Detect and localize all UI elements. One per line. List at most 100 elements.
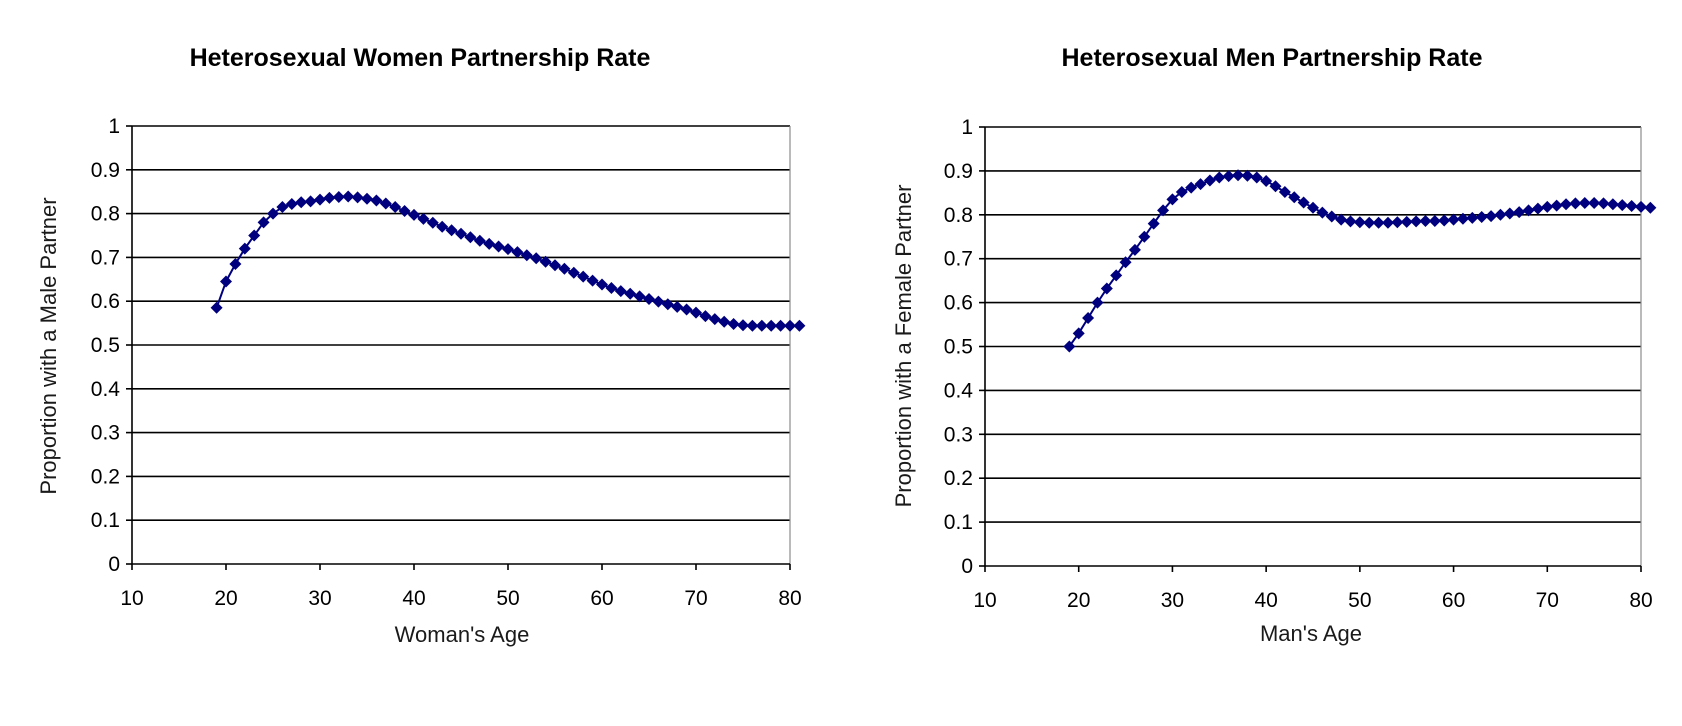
y-tick-label: 0.8 xyxy=(944,204,973,227)
data-point-marker xyxy=(1372,216,1385,229)
data-point-marker xyxy=(257,216,270,229)
y-tick-label: 0.2 xyxy=(91,465,120,488)
data-point-marker xyxy=(417,212,430,225)
data-point-marker xyxy=(1147,217,1160,230)
x-tick-label: 10 xyxy=(120,587,143,610)
tick-labels: 0 0.1 0.2 0.3 0.4 0.5 0.6 0.7 0.8 0.9 1 10 20 30 40 50 6… xyxy=(91,115,802,610)
data-point-marker xyxy=(737,319,749,332)
data-point-marker xyxy=(1232,169,1245,182)
gridlines xyxy=(132,125,790,522)
data-point-marker xyxy=(530,252,543,265)
data-point-marker xyxy=(596,278,608,291)
data-point-marker xyxy=(248,229,261,242)
y-tick-label: 0.4 xyxy=(91,378,121,401)
data-point-marker xyxy=(774,319,787,332)
data-point-marker xyxy=(1297,196,1310,209)
data-point-marker xyxy=(1222,170,1235,183)
y-tick-label: 0.3 xyxy=(944,423,973,446)
x-tick-label: 20 xyxy=(1067,589,1090,612)
data-point-marker xyxy=(1531,202,1544,215)
data-point-marker xyxy=(1185,181,1198,194)
x-tick-label: 60 xyxy=(1442,589,1465,612)
data-point-marker xyxy=(1410,215,1423,228)
data-point-marker xyxy=(1494,208,1507,221)
y-axis-label: Proportion with a Female Partner xyxy=(891,185,916,508)
data-point-marker xyxy=(1175,185,1188,198)
data-point-marker xyxy=(1456,212,1469,225)
data-point-marker xyxy=(1138,230,1151,243)
data-point-marker xyxy=(464,231,477,244)
data-point-marker xyxy=(1082,311,1095,324)
y-tick-label: 0.9 xyxy=(944,160,973,183)
y-tick-label: 0.7 xyxy=(944,248,973,271)
y-tick-label: 0 xyxy=(108,553,120,576)
data-point-marker xyxy=(398,204,411,217)
data-point-marker xyxy=(1616,199,1629,212)
y-tick-label: 0.4 xyxy=(944,379,974,402)
data-point-marker xyxy=(539,255,552,268)
data-point-marker xyxy=(1278,185,1291,198)
series-line xyxy=(215,195,800,327)
data-point-marker xyxy=(285,197,298,210)
data-point-marker xyxy=(1513,206,1526,219)
data-point-marker xyxy=(304,195,317,208)
data-point-marker xyxy=(238,242,251,255)
data-point-marker xyxy=(361,192,373,205)
series-line xyxy=(1068,174,1651,348)
x-tick-label: 80 xyxy=(778,587,801,610)
data-point-marker xyxy=(1072,327,1085,340)
data-point-marker xyxy=(1447,213,1460,226)
x-axis-label: Woman's Age xyxy=(395,622,530,647)
data-point-marker xyxy=(1466,211,1479,224)
tick-labels: 0 0.1 0.2 0.3 0.4 0.5 0.6 0.7 0.8 0.9 1 10 20 30 40 50 6… xyxy=(944,116,1653,612)
data-point-marker xyxy=(342,190,355,203)
data-point-marker xyxy=(652,295,665,308)
data-point-marker xyxy=(633,290,646,303)
x-tick-label: 70 xyxy=(1536,589,1559,612)
data-point-marker xyxy=(455,227,467,240)
y-tick-label: 0.9 xyxy=(91,159,120,182)
x-tick-label: 50 xyxy=(1348,589,1371,612)
data-point-marker xyxy=(1128,243,1141,256)
y-tick-label: 0.6 xyxy=(91,290,120,313)
data-point-marker xyxy=(1625,200,1638,213)
chart-title: Heterosexual Women Partnership Rate xyxy=(190,44,651,72)
data-point-marker xyxy=(445,224,458,237)
y-tick-label: 1 xyxy=(108,115,120,138)
data-point-marker xyxy=(1316,206,1329,219)
data-point-marker xyxy=(1560,198,1573,211)
x-tick-label: 30 xyxy=(1161,589,1184,612)
data-point-marker xyxy=(577,270,590,283)
data-point-marker xyxy=(1635,200,1647,213)
data-point-marker xyxy=(295,196,308,209)
data-point-marker xyxy=(229,257,242,270)
data-point-marker xyxy=(379,197,392,210)
y-tick-label: 0.2 xyxy=(944,467,973,490)
data-point-marker xyxy=(746,319,759,332)
data-point-marker xyxy=(643,293,655,306)
y-tick-label: 0.8 xyxy=(91,203,120,226)
y-tick-label: 0.1 xyxy=(91,509,120,532)
data-point-marker xyxy=(1606,198,1619,211)
data-point-marker xyxy=(1400,215,1413,228)
data-point-marker xyxy=(661,298,674,311)
x-tick-label: 60 xyxy=(590,587,613,610)
axes xyxy=(126,125,791,570)
data-point-marker xyxy=(426,216,439,229)
x-tick-label: 40 xyxy=(1254,589,1277,612)
data-point-marker xyxy=(1213,171,1226,184)
data-point-marker xyxy=(1119,256,1132,269)
data-point-marker xyxy=(1269,180,1282,193)
data-point-marker xyxy=(671,300,684,313)
data-point-marker xyxy=(332,190,345,203)
data-point-marker xyxy=(1644,201,1657,214)
data-point-marker xyxy=(793,319,806,332)
data-point-marker xyxy=(483,237,496,250)
data-point-marker xyxy=(1353,216,1366,229)
data-point-marker xyxy=(718,315,731,328)
y-tick-label: 0.5 xyxy=(91,334,120,357)
data-point-marker xyxy=(1288,191,1301,204)
data-point-marker xyxy=(1241,169,1254,182)
data-point-marker xyxy=(699,310,712,323)
data-point-marker xyxy=(1363,216,1376,229)
